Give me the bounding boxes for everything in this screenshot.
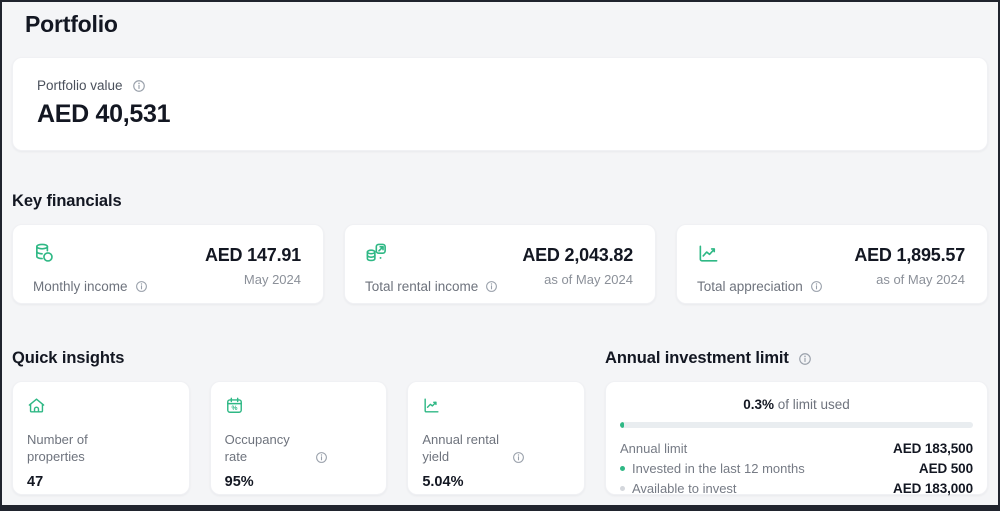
number-of-properties-label: Number of properties [27,432,88,464]
annual-rental-yield-card: Annual rental yield 5.04% [407,381,586,495]
annual-investment-limit-heading: Annual investment limit [605,349,789,367]
bottom-section: Quick insights Number of properties 47 O… [12,349,988,498]
limit-used-summary: 0.3% of limit used [620,394,973,412]
annual-rental-yield-label: Annual rental yield [422,432,499,464]
total-appreciation-card: Total appreciation AED 1,895.57 as of Ma… [676,224,988,304]
annual-limit-row: Annual limit AED 183,500 [620,438,973,458]
number-of-properties-card: Number of properties 47 [12,381,190,495]
total-rental-income-period: as of May 2024 [544,272,633,287]
available-to-invest-label: Available to invest [632,480,737,496]
occupancy-rate-value: 95% [224,474,254,490]
monthly-income-card: Monthly income AED 147.91 May 2024 [12,224,324,304]
portfolio-value-card: Portfolio value AED 40,531 [12,57,988,151]
rental-income-transfer-icon [365,242,388,265]
annual-investment-limit-section: Annual investment limit 0.3% of limit us… [605,349,988,498]
total-appreciation-label: Total appreciation [697,279,803,294]
info-circle-icon[interactable] [810,280,823,293]
limit-progress-bar [620,422,973,428]
portfolio-value-amount: AED 40,531 [37,100,171,128]
green-bullet-icon [620,465,625,471]
occupancy-rate-card: Occupancy rate 95% [209,381,388,495]
total-appreciation-period: as of May 2024 [876,272,965,287]
monthly-income-period: May 2024 [243,272,301,287]
total-rental-income-card: Total rental income AED 2,043.82 as of M… [344,224,656,304]
total-rental-income-value: AED 2,043.82 [522,245,633,265]
key-financials-cards: Monthly income AED 147.91 May 2024 Total… [12,224,988,304]
appreciation-chart-icon [697,242,720,265]
invested-last-12-months-row: Invested in the last 12 months AED 500 [620,458,973,478]
annual-investment-limit-card: 0.3% of limit used Annual limit AED 183,… [605,381,988,498]
invested-last-12-months-value: AED 500 [918,460,973,476]
coins-stack-icon [33,242,56,265]
available-to-invest-row: Available to invest AED 183,000 [620,478,973,498]
info-circle-icon[interactable] [135,280,148,293]
key-financials-heading: Key financials [12,192,122,210]
available-to-invest-value: AED 183,000 [893,480,973,496]
calendar-percent-icon [225,396,244,415]
quick-insights-heading: Quick insights [12,349,125,367]
portfolio-value-label: Portfolio value [37,78,123,93]
total-appreciation-value: AED 1,895.57 [854,245,965,265]
house-icon [27,396,46,415]
total-rental-income-label: Total rental income [365,279,479,294]
chart-up-icon [422,396,441,415]
quick-insights-section: Quick insights Number of properties 47 O… [12,349,586,495]
info-circle-icon[interactable] [315,451,328,464]
limit-used-suffix: of limit used [774,397,850,412]
annual-rental-yield-value: 5.04% [422,474,464,490]
monthly-income-value: AED 147.91 [204,245,301,265]
page-title: Portfolio [25,11,118,37]
gray-bullet-icon [620,485,625,491]
number-of-properties-value: 47 [27,474,44,490]
limit-progress-fill [620,422,624,428]
info-circle-icon[interactable] [512,451,525,464]
occupancy-rate-label: Occupancy rate [224,432,290,464]
info-circle-icon[interactable] [485,280,498,293]
monthly-income-label: Monthly income [33,279,128,294]
info-circle-icon[interactable] [798,352,812,366]
info-circle-icon[interactable] [132,79,146,93]
annual-limit-value: AED 183,500 [893,440,973,456]
limit-used-percent: 0.3% [743,397,774,412]
annual-limit-label: Annual limit [620,440,688,456]
invested-last-12-months-label: Invested in the last 12 months [632,460,805,476]
